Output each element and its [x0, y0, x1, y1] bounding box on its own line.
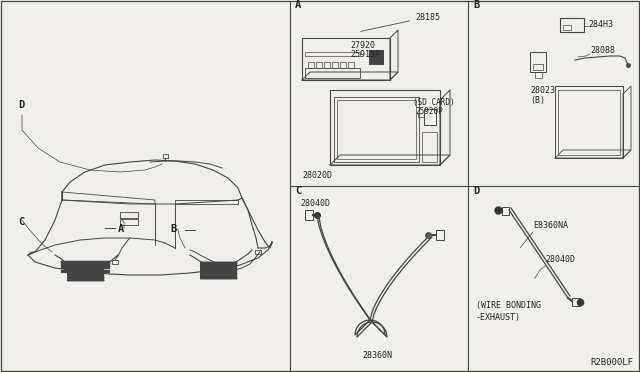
Bar	[120, 219, 138, 225]
Bar	[502, 207, 509, 215]
Text: 28185: 28185	[361, 13, 440, 31]
Bar	[530, 52, 546, 72]
Text: (B): (B)	[530, 96, 545, 105]
Text: D: D	[18, 100, 24, 110]
Bar	[422, 132, 437, 162]
Bar	[340, 62, 346, 68]
Text: 28088: 28088	[590, 46, 615, 55]
Text: 27920: 27920	[350, 41, 375, 50]
Text: 25920P: 25920P	[415, 107, 443, 116]
Bar	[558, 90, 620, 155]
Bar	[424, 109, 436, 125]
Bar	[302, 38, 390, 80]
Text: -EXHAUST): -EXHAUST)	[476, 313, 521, 322]
Bar	[330, 90, 440, 165]
Bar	[436, 230, 444, 240]
Bar	[120, 212, 138, 218]
Text: 28360N: 28360N	[362, 351, 392, 360]
Bar	[305, 52, 360, 56]
Bar	[305, 210, 313, 220]
Text: 28040D: 28040D	[545, 255, 575, 264]
Text: B: B	[473, 0, 479, 10]
Text: R2B000LF: R2B000LF	[590, 358, 633, 367]
Bar	[348, 62, 354, 68]
Bar	[334, 97, 419, 162]
Text: C: C	[295, 186, 301, 196]
Bar	[308, 62, 314, 68]
Text: (WIRE BONDING: (WIRE BONDING	[476, 301, 541, 310]
Text: A: A	[118, 224, 124, 234]
Text: E8360NA: E8360NA	[533, 221, 568, 230]
Text: 28020D: 28020D	[302, 171, 332, 180]
Bar	[337, 100, 416, 159]
Bar	[572, 298, 580, 306]
Text: C: C	[18, 217, 24, 227]
Text: D: D	[473, 186, 479, 196]
Text: A: A	[295, 0, 301, 10]
Text: B: B	[170, 224, 176, 234]
Bar	[316, 62, 322, 68]
Bar	[255, 250, 261, 254]
Bar	[324, 62, 330, 68]
Bar	[563, 25, 571, 30]
Text: 28023: 28023	[530, 86, 555, 95]
Bar	[560, 18, 584, 32]
Bar	[533, 64, 543, 70]
Text: 28040D: 28040D	[300, 199, 330, 208]
Bar	[535, 72, 542, 78]
Text: 284H3: 284H3	[588, 20, 613, 29]
Bar	[112, 260, 118, 264]
Bar	[163, 154, 168, 158]
Bar	[332, 62, 338, 68]
Bar	[555, 86, 623, 158]
Text: 25915P: 25915P	[350, 50, 380, 59]
Bar	[305, 68, 360, 78]
Text: (SD CARD): (SD CARD)	[413, 98, 454, 107]
